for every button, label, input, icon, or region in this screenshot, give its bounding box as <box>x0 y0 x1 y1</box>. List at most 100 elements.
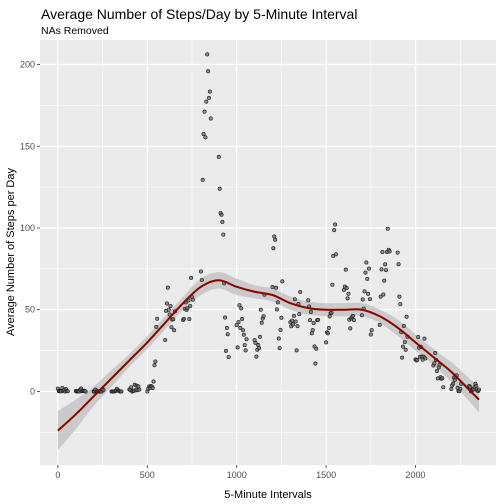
data-point <box>238 325 243 330</box>
data-point <box>440 376 445 381</box>
x-tick-label: 1000 <box>227 470 247 480</box>
y-tick-label: 50 <box>25 305 35 315</box>
data-point <box>185 306 190 311</box>
data-point <box>198 269 203 274</box>
data-point <box>221 232 226 237</box>
data-point <box>400 355 405 360</box>
data-point <box>254 354 259 359</box>
data-point <box>378 294 383 299</box>
data-point <box>311 321 316 326</box>
data-point <box>155 316 160 321</box>
data-point <box>398 302 403 307</box>
data-point <box>293 319 298 324</box>
data-point <box>129 385 134 390</box>
data-point <box>292 297 297 302</box>
data-point <box>279 315 284 320</box>
data-point <box>150 386 155 391</box>
data-point <box>423 356 428 361</box>
data-point <box>294 348 299 353</box>
data-point <box>291 322 296 327</box>
data-point <box>223 348 228 353</box>
data-point <box>168 304 173 309</box>
data-point <box>208 116 213 121</box>
data-point <box>313 361 318 366</box>
data-point <box>257 346 262 351</box>
data-point <box>226 354 231 359</box>
data-point <box>381 292 386 297</box>
data-point <box>434 369 439 374</box>
data-point <box>253 340 258 345</box>
data-point <box>258 307 263 312</box>
data-point <box>83 389 88 394</box>
data-point <box>164 301 169 306</box>
data-point <box>234 323 239 328</box>
data-point <box>362 289 367 294</box>
data-point <box>274 307 279 312</box>
x-axis-title: 5-Minute Intervals <box>224 489 312 501</box>
data-point <box>380 250 385 255</box>
data-point <box>152 363 157 368</box>
data-point <box>188 303 193 308</box>
data-point <box>225 332 230 337</box>
data-point <box>137 387 142 392</box>
data-point <box>333 252 338 257</box>
data-point <box>385 226 390 231</box>
data-point <box>383 262 388 267</box>
data-point <box>367 266 372 271</box>
smooth-line <box>57 279 480 432</box>
data-point <box>306 298 311 303</box>
data-point <box>350 313 355 318</box>
data-point <box>377 322 382 327</box>
data-point <box>261 314 266 319</box>
data-point <box>217 186 222 191</box>
data-point <box>278 327 283 332</box>
data-point <box>199 277 204 282</box>
data-point <box>360 297 365 302</box>
data-point <box>348 326 353 331</box>
data-point <box>243 348 248 353</box>
data-point <box>237 303 242 308</box>
data-point <box>324 340 329 345</box>
data-point <box>384 268 389 273</box>
plot-panel <box>40 40 496 465</box>
data-point <box>422 336 427 341</box>
data-point <box>151 379 156 384</box>
data-point <box>396 262 401 267</box>
y-tick-label: 0 <box>30 386 35 396</box>
data-point <box>345 296 350 301</box>
data-point <box>451 381 456 386</box>
data-point <box>240 328 245 333</box>
data-point <box>368 332 373 337</box>
data-point <box>216 154 221 159</box>
data-point <box>310 328 315 333</box>
chart-title: Average Number of Steps/Day by 5-Minute … <box>41 6 357 22</box>
data-point <box>404 314 409 319</box>
data-point <box>401 344 406 349</box>
x-tick-label: 1500 <box>316 470 336 480</box>
data-point <box>330 282 335 287</box>
data-point <box>272 234 277 239</box>
data-point <box>316 317 321 322</box>
y-tick-label: 100 <box>20 223 35 233</box>
data-point <box>166 307 171 312</box>
data-point <box>275 300 280 305</box>
data-point <box>477 387 482 392</box>
data-point <box>277 346 282 351</box>
data-point <box>101 387 106 392</box>
data-point <box>402 340 407 345</box>
data-point <box>359 313 364 318</box>
x-tick-label: 500 <box>140 470 155 480</box>
data-point <box>351 318 356 323</box>
data-point <box>276 336 281 341</box>
y-tick-label: 150 <box>20 141 35 151</box>
data-point <box>190 297 195 302</box>
data-point <box>257 334 262 339</box>
data-point <box>363 270 368 275</box>
chart-subtitle: NAs Removed <box>41 25 109 37</box>
x-tick-label: 0 <box>55 470 60 480</box>
data-point <box>200 177 205 182</box>
data-point <box>207 89 212 94</box>
data-point <box>236 320 241 325</box>
data-point <box>343 267 348 272</box>
